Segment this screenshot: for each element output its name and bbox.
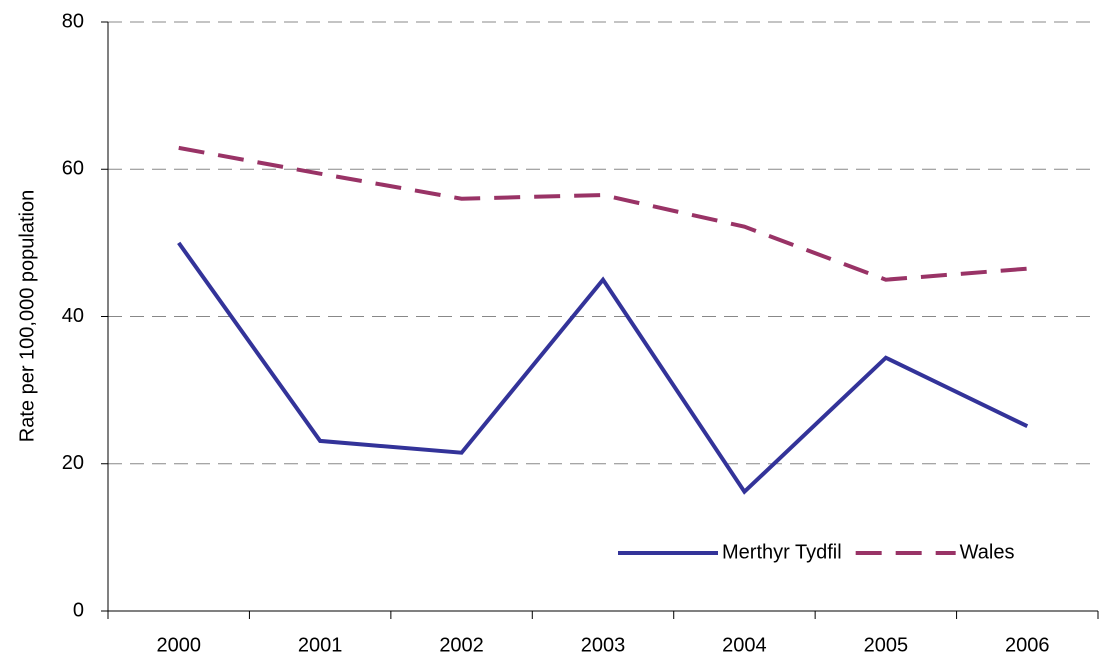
x-tick-label: 2005 (864, 634, 909, 656)
legend-label: Wales (960, 541, 1015, 563)
y-axis-label: Rate per 100,000 population (16, 190, 38, 442)
series-line (177, 241, 1029, 495)
y-tick-label: 20 (62, 452, 84, 474)
y-tick-label: 0 (73, 599, 84, 621)
y-tick-label: 40 (62, 305, 84, 327)
legend-label: Merthyr Tydfil (722, 541, 842, 563)
x-tick-label: 2000 (156, 634, 201, 656)
x-tick-label: 2006 (1005, 634, 1050, 656)
series-line (178, 145, 1028, 282)
x-tick-label: 2002 (439, 634, 484, 656)
y-tick-label: 80 (62, 10, 84, 32)
x-tick-label: 2001 (298, 634, 343, 656)
x-tick-label: 2004 (722, 634, 767, 656)
x-tick-label: 2003 (581, 634, 626, 656)
y-tick-label: 60 (62, 158, 84, 180)
